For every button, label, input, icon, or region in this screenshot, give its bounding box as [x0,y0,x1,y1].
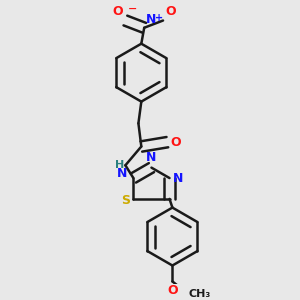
Text: O: O [165,5,176,18]
Text: −: − [128,4,137,14]
Text: S: S [121,194,130,207]
Text: +: + [155,13,163,23]
Text: N: N [173,172,183,184]
Text: O: O [167,284,178,297]
Text: N: N [146,151,157,164]
Text: H: H [115,160,124,170]
Text: N: N [146,13,156,26]
Text: CH₃: CH₃ [188,289,211,299]
Text: O: O [112,5,123,18]
Text: O: O [171,136,181,148]
Text: N: N [116,167,127,180]
